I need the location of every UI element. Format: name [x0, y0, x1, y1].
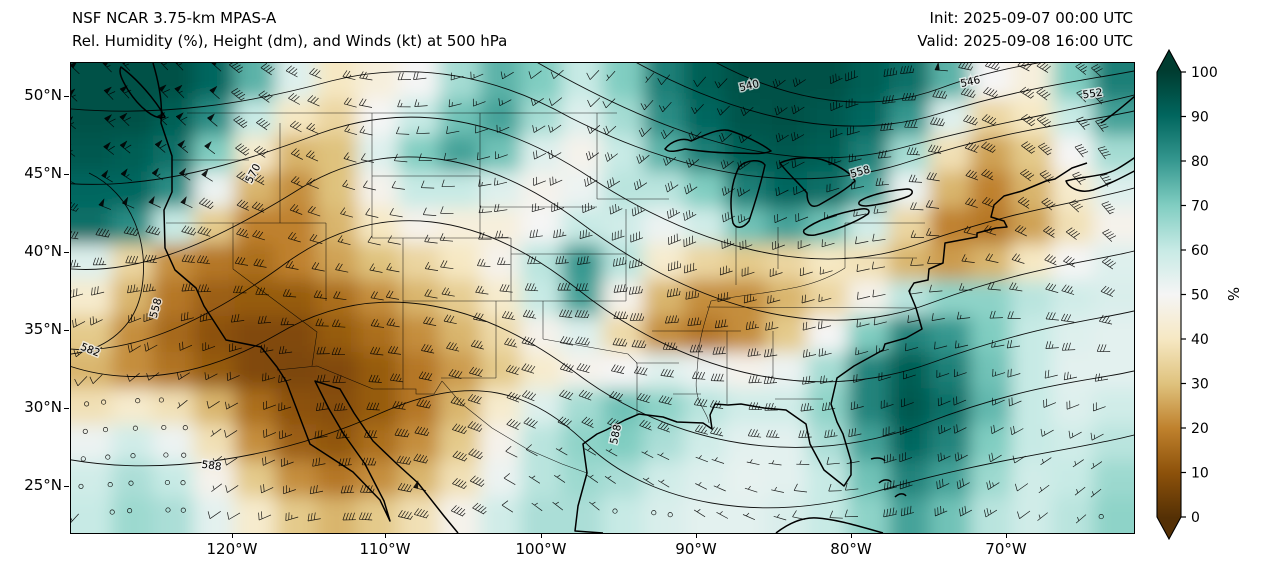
colorbar: 100 90 80 70 60 50 40 30 20 10 0: [1152, 46, 1257, 552]
contour-label: 546: [959, 74, 981, 90]
colorbar-tick-label: 30: [1191, 377, 1209, 393]
y-tick-label: 40°N: [24, 242, 62, 260]
colorbar-gradient: [1156, 48, 1182, 541]
y-tick-mark: [64, 408, 69, 410]
state-borders-layer: [166, 112, 925, 474]
y-tick-label: 30°N: [24, 398, 62, 416]
coastline-layer: [119, 63, 1134, 533]
contour-label: 588: [608, 423, 624, 445]
y-tick-mark: [64, 486, 69, 488]
x-tick-label: 90°W: [675, 540, 717, 558]
y-tick-label: 35°N: [24, 320, 62, 338]
y-tick-mark: [64, 96, 69, 98]
colorbar-tick-label: 80: [1191, 154, 1209, 170]
init-time: Init: 2025-09-07 00:00 UTC: [929, 9, 1133, 27]
x-tick-label: 80°W: [830, 540, 872, 558]
contour-label: 552: [1082, 87, 1104, 102]
wind-barbs-layer: [71, 63, 1117, 524]
x-tick-mark: [1006, 533, 1008, 538]
colorbar-tick-label: 100: [1191, 65, 1218, 81]
y-tick-mark: [64, 330, 69, 332]
field-title: Rel. Humidity (%), Height (dm), and Wind…: [72, 32, 508, 50]
x-tick-mark: [696, 533, 698, 538]
x-tick-label: 70°W: [985, 540, 1027, 558]
colorbar-tick-label: 70: [1191, 199, 1209, 215]
colorbar-tick-label: 0: [1191, 510, 1200, 526]
colorbar-tick-label: 60: [1191, 243, 1209, 259]
colorbar-unit-label: %: [1224, 286, 1243, 302]
x-tick-label: 110°W: [359, 540, 411, 558]
x-tick-label: 120°W: [206, 540, 258, 558]
colorbar-tick-label: 50: [1191, 288, 1209, 304]
colorbar-tick-label: 20: [1191, 421, 1209, 437]
contour-label: 588: [201, 459, 223, 474]
colorbar-tick-label: 40: [1191, 332, 1209, 348]
y-tick-label: 50°N: [24, 86, 62, 104]
model-title: NSF NCAR 3.75-km MPAS-A: [72, 9, 277, 27]
y-tick-label: 25°N: [24, 476, 62, 494]
valid-time: Valid: 2025-09-08 16:00 UTC: [917, 32, 1133, 50]
x-tick-label: 100°W: [515, 540, 567, 558]
x-tick-mark: [541, 533, 543, 538]
map-axes: 540 546 552 558 558 570 582 588 588: [70, 62, 1135, 534]
colorbar-tick-label: 10: [1191, 466, 1209, 482]
y-tick-mark: [64, 252, 69, 254]
x-tick-mark: [232, 533, 234, 538]
height-contours-layer: [71, 63, 1134, 509]
x-tick-mark: [385, 533, 387, 538]
y-tick-mark: [64, 174, 69, 176]
x-tick-mark: [851, 533, 853, 538]
y-tick-label: 45°N: [24, 164, 62, 182]
colorbar-tick-label: 90: [1191, 110, 1209, 126]
